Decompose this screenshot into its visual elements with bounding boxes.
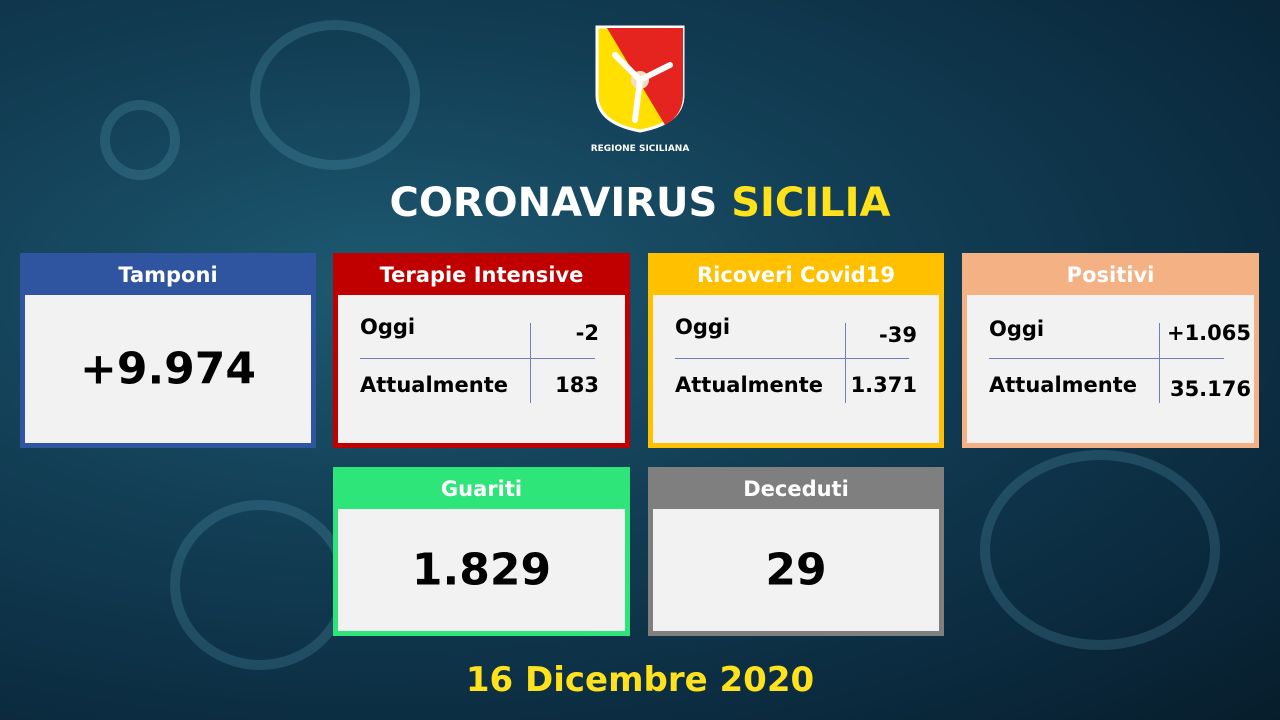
logo-text: REGIONE SICILIANA — [590, 144, 690, 154]
regione-siciliana-logo — [595, 25, 685, 133]
tamponi-value: +9.974 — [79, 343, 257, 395]
attualmente-value: 35.176 — [1169, 377, 1251, 401]
oggi-value: -39 — [879, 323, 917, 347]
card-title: Guariti — [440, 477, 523, 501]
oggi-label: Oggi — [675, 315, 731, 339]
card-title: Ricoveri Covid19 — [696, 263, 896, 287]
attualmente-label: Attualmente — [360, 373, 509, 397]
attualmente-label: Attualmente — [675, 373, 824, 397]
card-title: Tamponi — [118, 263, 218, 287]
card-title: Terapie Intensive — [379, 263, 584, 287]
deceduti-card: Deceduti 29 — [648, 467, 944, 636]
card-title: Positivi — [1066, 263, 1155, 287]
divider — [845, 323, 846, 403]
title-main: CORONAVIRUS — [389, 180, 718, 226]
divider — [989, 358, 1224, 359]
divider — [530, 323, 531, 403]
attualmente-value: 1.371 — [850, 373, 917, 397]
guariti-value: 1.829 — [411, 544, 552, 596]
positivi-card: Positivi Oggi +1.065 Attualmente 35.176 — [962, 253, 1259, 448]
oggi-label: Oggi — [360, 315, 416, 339]
oggi-value: +1.065 — [1166, 321, 1251, 345]
oggi-value: -2 — [575, 321, 599, 345]
terapie-card: Terapie Intensive Oggi -2 Attualmente 183 — [333, 253, 630, 448]
tamponi-card: Tamponi +9.974 — [20, 253, 316, 448]
attualmente-value: 183 — [555, 373, 599, 397]
divider — [360, 358, 595, 359]
title-highlight: SICILIA — [731, 180, 891, 226]
virus-decoration — [980, 450, 1220, 650]
virus-decoration — [100, 100, 180, 180]
guariti-card: Guariti 1.829 — [333, 467, 630, 636]
report-date: 16 Dicembre 2020 — [465, 660, 815, 700]
oggi-label: Oggi — [989, 317, 1045, 341]
virus-decoration — [170, 500, 350, 670]
attualmente-label: Attualmente — [989, 373, 1138, 397]
card-title: Deceduti — [743, 477, 849, 501]
divider — [1159, 323, 1160, 403]
divider — [675, 358, 909, 359]
virus-decoration — [250, 20, 420, 170]
ricoveri-card: Ricoveri Covid19 Oggi -39 Attualmente 1.37… — [648, 253, 944, 448]
page-title: CORONAVIRUS SICILIA — [0, 180, 1280, 226]
deceduti-value: 29 — [765, 544, 827, 596]
